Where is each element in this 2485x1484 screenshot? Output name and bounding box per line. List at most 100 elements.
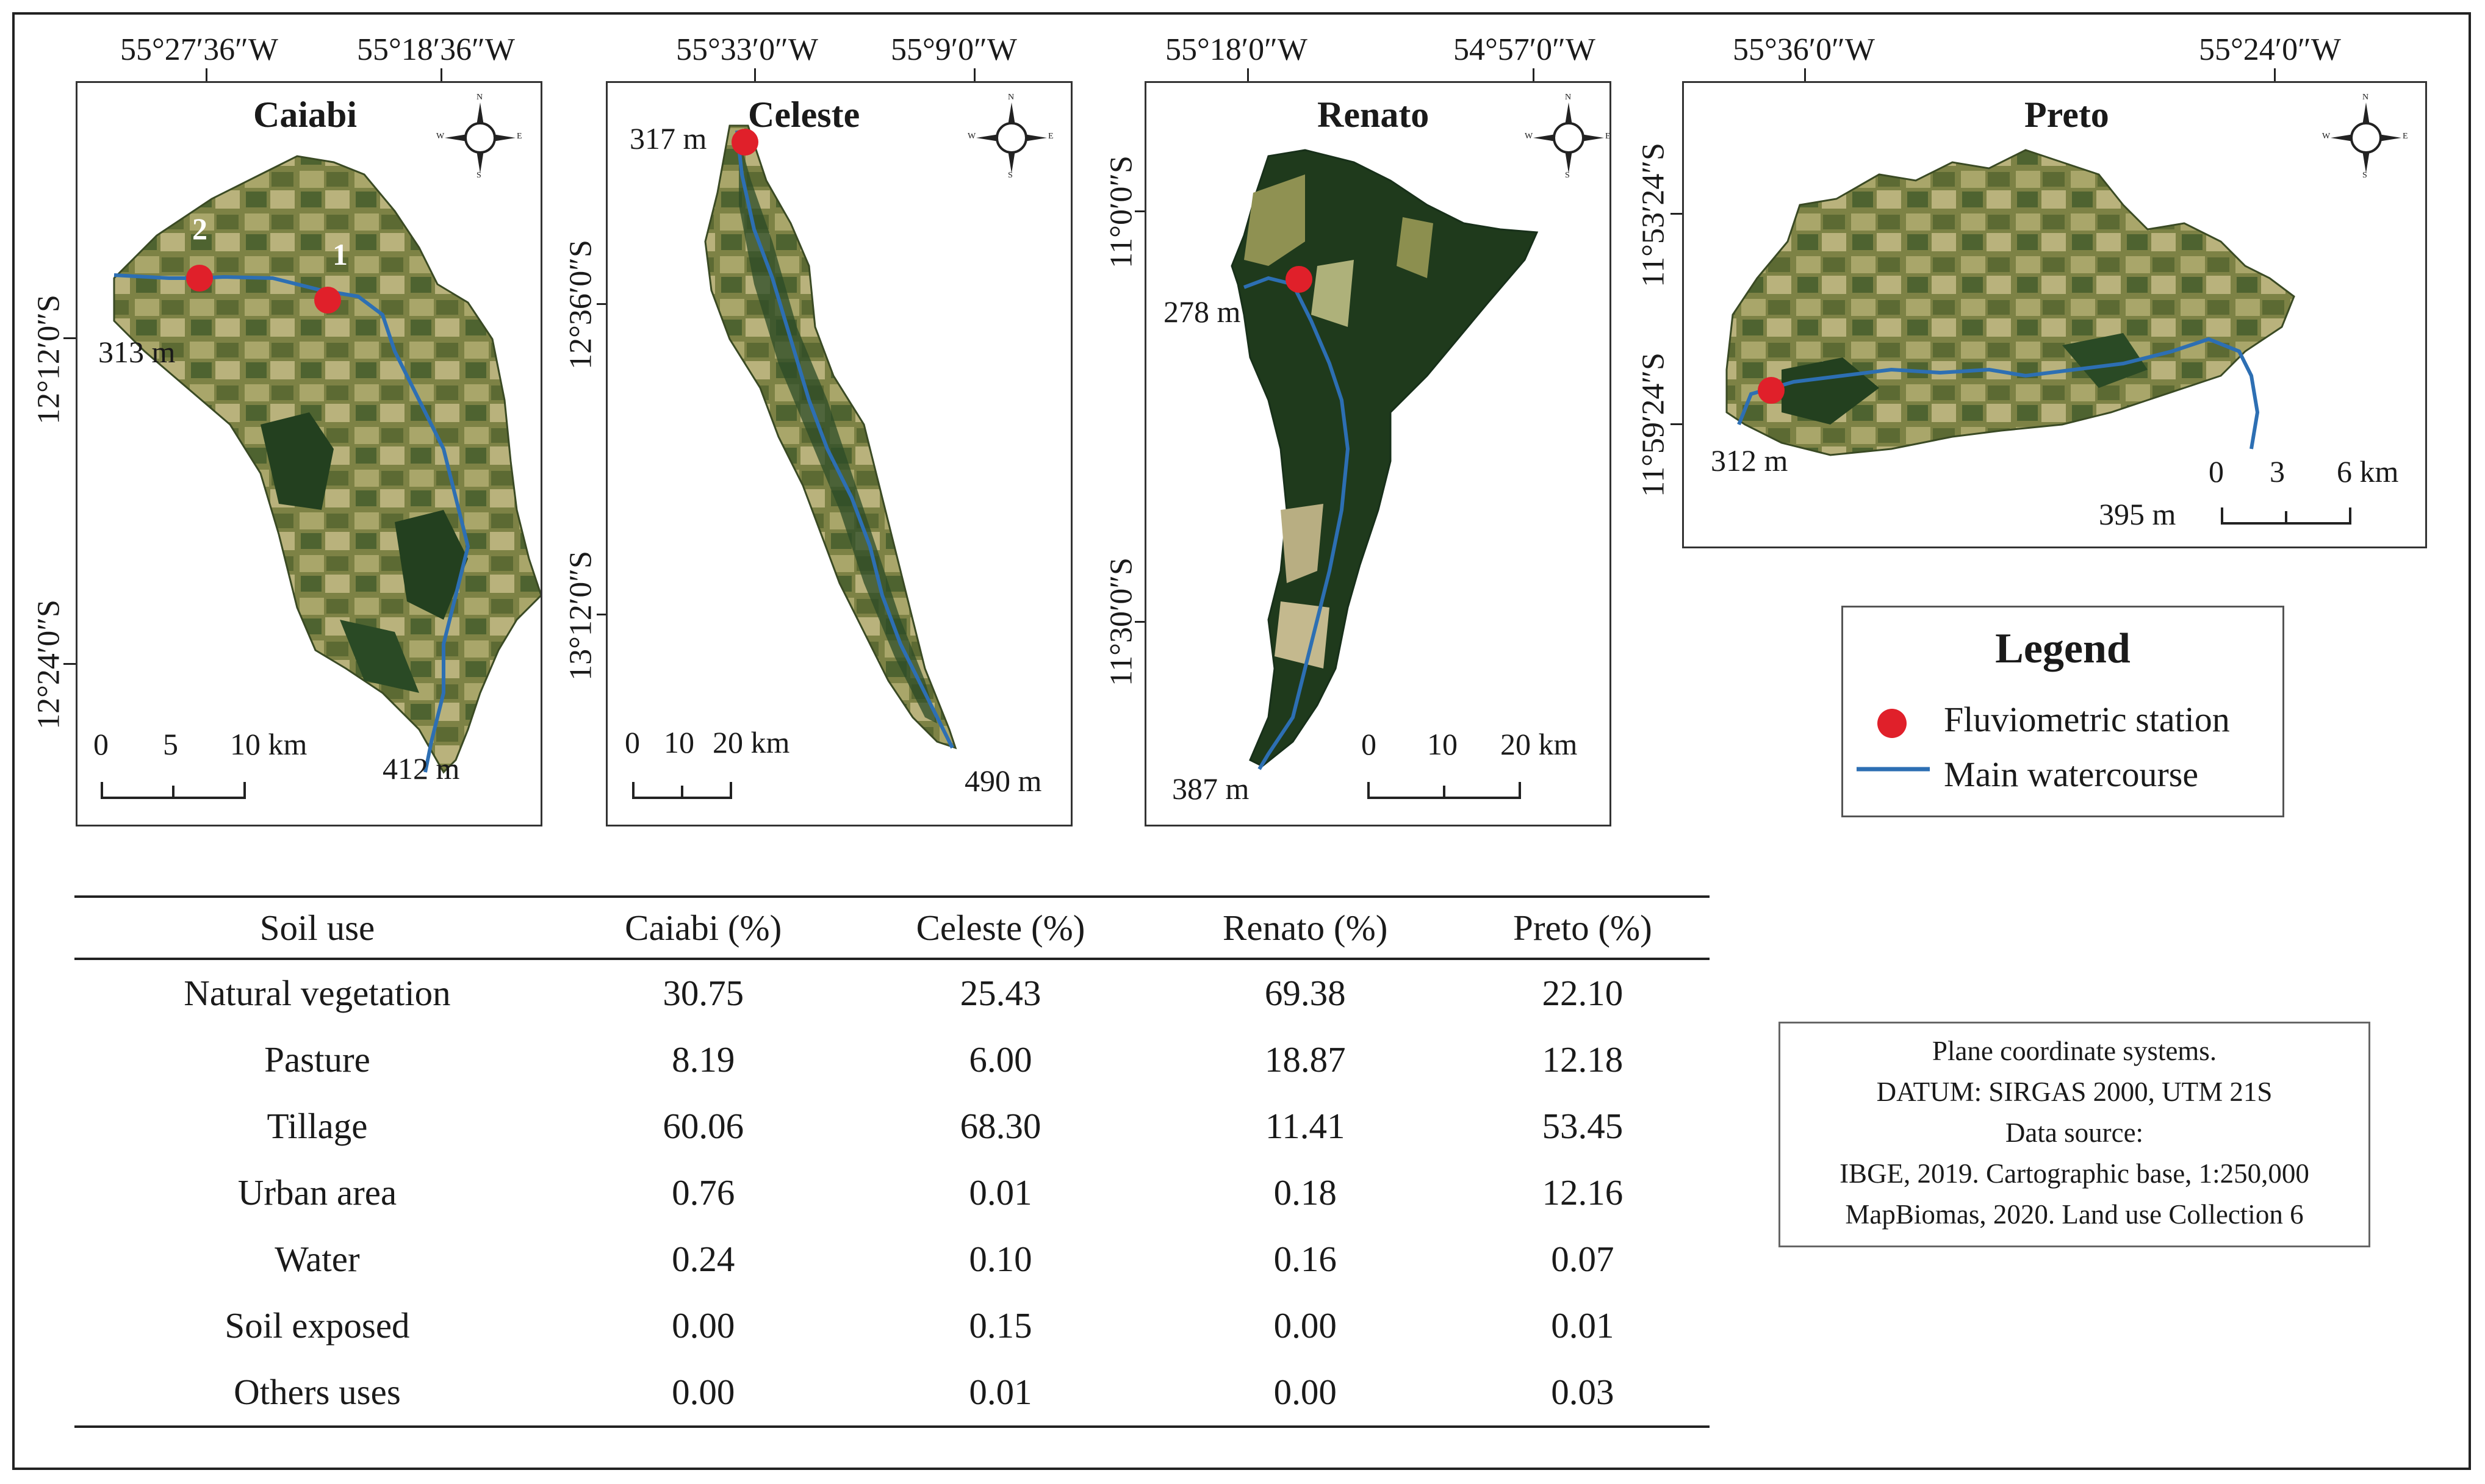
table-cell: 0.01	[969, 1172, 1032, 1213]
scale-label: 0	[93, 727, 109, 761]
preto-basin	[1725, 149, 2295, 456]
lat-tick	[1670, 213, 1684, 215]
renato-cropland-patch	[1281, 504, 1323, 583]
compass-letter-s: S	[1565, 171, 1570, 180]
table-cell: 0.01	[846, 1359, 1155, 1428]
map-title: Renato	[1317, 95, 1430, 135]
table-cell: 0.00	[1154, 1359, 1456, 1428]
table-cell: 12.16	[1542, 1172, 1624, 1213]
compass-letter-e: E	[2403, 132, 2408, 141]
lon-tick-label: 55°9′0″W	[891, 32, 1017, 67]
fluviometric-station-marker	[1758, 377, 1785, 404]
table-cell: 0.07	[1551, 1239, 1614, 1279]
info-line: Plane coordinate systems.	[1932, 1036, 2217, 1066]
lat-tick	[1135, 621, 1148, 623]
table-cell: 8.19	[672, 1039, 735, 1080]
table-cell: 0.15	[969, 1305, 1032, 1346]
info-line: DATUM: SIRGAS 2000, UTM 21S	[1876, 1077, 2273, 1107]
table-row: Natural vegetation 30.75 25.43 69.38 22.…	[74, 959, 1710, 1027]
table-cell: 69.38	[1264, 973, 1346, 1013]
caiabi-basin-svg	[113, 155, 541, 774]
compass-rose-icon	[1533, 102, 1604, 173]
scale-label: 20 km	[1500, 727, 1578, 761]
info-line: MapBiomas, 2020. Land use Collection 6	[1845, 1199, 2304, 1230]
scale-label: 0	[625, 725, 640, 759]
table-cell: Urban area	[237, 1172, 397, 1213]
renato-basin-svg	[1231, 149, 1539, 770]
compass-letter-n: N	[477, 93, 483, 102]
table-cell: 0.24	[672, 1239, 735, 1279]
col-header: Soil use	[74, 895, 560, 960]
map-caiabi: Caiabi 2 1 313 m 412 m N S E W 0 5 10 km	[76, 81, 542, 826]
table-cell: Tillage	[267, 1106, 368, 1146]
soil-use-table: Soil use Caiabi (%) Celeste (%) Renato (…	[74, 895, 1710, 1428]
watercourse-symbol-icon	[1857, 767, 1930, 772]
outlet-elevation: 278 m	[1163, 295, 1241, 329]
compass-letter-e: E	[1605, 132, 1611, 141]
lat-tick	[63, 337, 77, 339]
compass-letter-s: S	[1008, 171, 1013, 180]
lat-tick	[1135, 210, 1148, 212]
preto-basin-svg	[1725, 149, 2295, 456]
fluviometric-station-marker	[186, 265, 213, 292]
lat-tick-label: 12°36′0″S	[563, 240, 599, 370]
col-header: Preto (%)	[1455, 895, 1710, 960]
table-cell: Others uses	[74, 1359, 560, 1428]
scale-label: 10	[1427, 727, 1458, 761]
table-cell: 53.45	[1542, 1106, 1624, 1146]
lat-tick	[63, 663, 77, 665]
col-header: Caiabi (%)	[559, 895, 847, 960]
celeste-main-watercourse	[735, 130, 954, 749]
outlet-elevation: 312 m	[1711, 443, 1788, 478]
table-cell: Water	[275, 1239, 360, 1279]
map-title: Celeste	[748, 95, 860, 135]
scale-label: 10 km	[230, 727, 307, 761]
table-row: Soil exposed 0.00 0.15 0.00 0.01	[74, 1292, 1710, 1359]
north-arrow-icon: N S E W	[436, 93, 523, 181]
table-row: Pasture 8.19 6.00 18.87 12.18	[74, 1027, 1710, 1093]
preto-forest-patch	[2062, 333, 2148, 388]
figure-frame	[12, 12, 2471, 1470]
lon-tick-label: 55°33′0″W	[676, 32, 818, 67]
map-title: Preto	[2024, 95, 2109, 135]
compass-rose-icon	[2331, 102, 2401, 173]
table-cell: 60.06	[663, 1106, 744, 1146]
lon-tick-label: 55°27′36″W	[120, 32, 278, 67]
north-arrow-icon: N S E W	[968, 93, 1054, 181]
table-cell: Soil exposed	[225, 1305, 410, 1346]
outlet-elevation: 317 m	[630, 121, 707, 156]
compass-letter-n: N	[1008, 93, 1015, 102]
fluviometric-station-marker	[314, 287, 341, 314]
outlet-elevation: 313 m	[98, 335, 176, 369]
lon-tick	[441, 68, 442, 82]
legend-title: Legend	[1995, 625, 2131, 672]
legend-river-label: Main watercourse	[1944, 755, 2199, 794]
map-title: Caiabi	[253, 95, 358, 135]
table-cell: 0.01	[1551, 1305, 1614, 1346]
table-cell: 0.18	[1273, 1172, 1337, 1213]
table-cell: 0.16	[1273, 1239, 1337, 1279]
lat-tick-label: 12°24′0″S	[31, 600, 67, 729]
lon-tick	[754, 68, 756, 82]
lon-tick	[2274, 68, 2276, 82]
table-cell: 30.75	[663, 973, 744, 1013]
lat-tick-label: 11°53′24″S	[1636, 143, 1671, 287]
table-cell: 0.76	[672, 1172, 735, 1213]
lat-tick-label: 12°12′0″S	[31, 295, 67, 425]
scale-label: 20 km	[713, 725, 790, 759]
renato-cropland-patch	[1311, 260, 1354, 327]
table-cell: 22.10	[1542, 973, 1624, 1013]
scale-label: 10	[664, 725, 694, 759]
caiabi-forest-patch	[395, 510, 468, 620]
col-header: Renato (%)	[1154, 895, 1456, 960]
caiabi-main-watercourse	[113, 273, 470, 773]
compass-letter-w: W	[2322, 132, 2331, 141]
lon-tick	[1804, 68, 1806, 82]
scale-label: 3	[2270, 454, 2285, 489]
table-cell: 6.00	[969, 1039, 1032, 1080]
celeste-forest-strip	[739, 138, 937, 723]
compass-letter-e: E	[517, 132, 522, 141]
coordinate-system-info-box: Plane coordinate systems. DATUM: SIRGAS …	[1778, 1022, 2370, 1247]
table-cell: 68.30	[960, 1106, 1041, 1146]
station-number: 2	[192, 212, 207, 246]
